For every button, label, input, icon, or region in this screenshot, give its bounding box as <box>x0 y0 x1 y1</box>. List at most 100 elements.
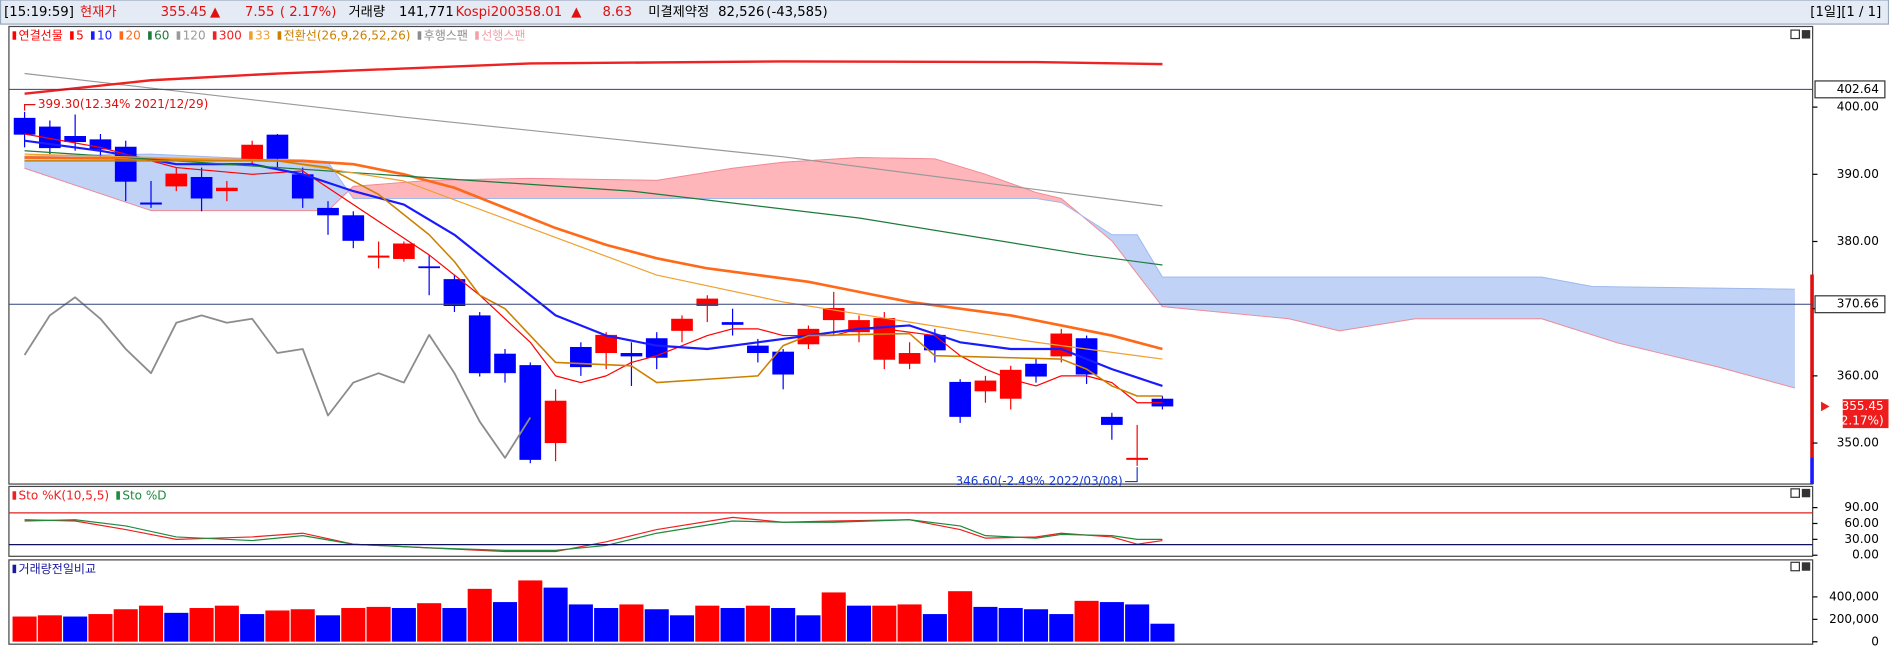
volume-bar <box>315 615 341 642</box>
cloud-fill <box>732 167 740 199</box>
cloud-fill <box>1465 276 1473 320</box>
volume-bar <box>1049 614 1074 642</box>
legend-label[interactable]: 120 <box>183 29 206 43</box>
legend-label[interactable]: 후행스팬 <box>424 28 468 43</box>
cloud-fill <box>397 181 405 199</box>
panel-button[interactable] <box>1790 29 1800 40</box>
legend-label[interactable]: 10 <box>97 29 112 43</box>
panel-button[interactable] <box>1801 562 1811 571</box>
cloud-fill <box>504 178 512 199</box>
candle-body <box>468 315 491 374</box>
cloud-fill <box>1282 276 1290 320</box>
cloud-fill <box>1699 287 1707 365</box>
cloud-fill <box>618 179 626 199</box>
legend-label[interactable]: 연결선물 <box>19 29 63 43</box>
cloud-fill <box>864 157 873 199</box>
legend-label[interactable]: 거래량전일비교 <box>19 562 96 576</box>
oi-change: (-43,585) <box>766 5 827 20</box>
main-panel-frame <box>8 25 1814 485</box>
cloud-fill <box>738 166 746 199</box>
legend-label[interactable]: 20 <box>126 29 141 43</box>
cloud-fill <box>978 171 986 199</box>
cloud-fill <box>694 172 702 199</box>
change: 7.55 <box>245 5 274 20</box>
line <box>24 157 1795 389</box>
candle-body <box>291 174 314 199</box>
plot-area <box>24 516 1163 553</box>
cloud-fill <box>801 160 809 199</box>
cloud-fill <box>789 161 797 199</box>
volume-bar <box>442 608 467 642</box>
panel-button[interactable] <box>1790 561 1800 572</box>
annotation-arrow <box>1125 467 1138 483</box>
cloud-fill <box>1629 286 1637 348</box>
legend-label[interactable]: 선행스팬 <box>481 28 525 43</box>
legend-label[interactable]: 전환선(26,9,26,52,26) <box>284 29 411 43</box>
cloud-fill <box>1554 279 1562 326</box>
candle-body <box>645 338 668 358</box>
legend-label[interactable]: 33 <box>255 29 270 43</box>
cloud-fill <box>675 175 683 199</box>
candle-body <box>519 365 542 460</box>
volume-panel-frame <box>8 559 1814 645</box>
candle-body <box>544 400 567 444</box>
cloud-fill <box>1623 286 1631 347</box>
candle-body <box>367 255 390 258</box>
cloud-fill <box>953 164 961 199</box>
cloud-fill <box>460 179 468 199</box>
legend-label[interactable]: Sto %K(10,5,5) <box>19 489 110 503</box>
annotation: 399.30(12.34% 2021/12/29) <box>38 97 209 111</box>
candle-body <box>1075 338 1098 375</box>
cloud-fill <box>1345 276 1353 331</box>
volume-bar <box>1099 602 1124 642</box>
cloud-fill <box>1421 276 1429 320</box>
volume-bar <box>189 608 214 642</box>
cloud-fill <box>1471 276 1479 320</box>
cloud-fill <box>315 161 323 211</box>
candle-body <box>266 134 289 159</box>
cloud-fill <box>1212 276 1220 313</box>
cloud-fill <box>416 180 424 199</box>
volume: 141,771 <box>399 5 454 20</box>
cloud-fill <box>1617 286 1625 345</box>
cloud-fill <box>890 157 898 199</box>
cloud-fill <box>1655 286 1663 354</box>
cloud-fill <box>1307 276 1315 326</box>
volume-bar <box>821 592 846 642</box>
page-indicator[interactable]: [1일][1 / 1] <box>1810 4 1881 20</box>
cloud-fill <box>1585 284 1593 336</box>
legend-label[interactable]: Sto %D <box>122 489 166 503</box>
cloud-fill <box>403 181 411 199</box>
cloud-fill <box>1693 287 1701 364</box>
cloud-fill <box>1313 276 1321 327</box>
cloud-fill <box>523 177 531 199</box>
time: [15:19:59] <box>4 5 74 20</box>
legend-label[interactable]: 5 <box>76 29 84 43</box>
cloud-fill <box>776 161 784 199</box>
panel-button[interactable] <box>1801 488 1811 498</box>
cloud-fill <box>1737 288 1745 375</box>
cloud-fill <box>1712 287 1720 368</box>
panel-button[interactable] <box>1790 488 1800 498</box>
volume-bar <box>12 616 37 642</box>
cloud-fill <box>770 162 778 199</box>
volume-bar <box>872 605 897 642</box>
cloud-fill <box>1762 288 1770 382</box>
y-tick-label: 390.00 <box>1837 167 1879 181</box>
panel-button[interactable] <box>1801 30 1811 39</box>
cloud-fill <box>1206 276 1214 312</box>
candle-body <box>772 351 794 375</box>
cloud-fill <box>719 168 727 199</box>
candle-body <box>873 318 896 360</box>
cloud-fill <box>972 169 980 199</box>
cloud-fill <box>650 179 658 199</box>
legend-label[interactable]: 60 <box>154 29 169 43</box>
legend-label[interactable]: 300 <box>219 29 242 43</box>
y-tick-label: 200,000 <box>1829 612 1879 626</box>
index-label: Kospi200 <box>456 5 516 20</box>
cloud-fill <box>1566 281 1574 330</box>
cloud-fill <box>1433 276 1441 320</box>
volume-bar <box>897 604 922 642</box>
cloud-fill <box>1440 276 1448 320</box>
